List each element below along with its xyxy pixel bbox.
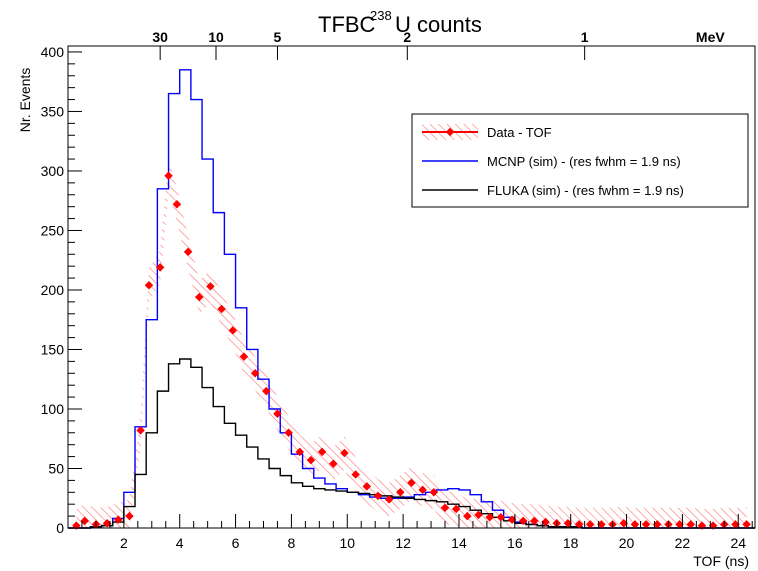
top-tick-label: 1 — [581, 29, 589, 45]
data-point — [217, 304, 226, 314]
x-tick-label: 2 — [120, 535, 128, 551]
data-point — [340, 448, 349, 458]
data-point — [172, 200, 182, 209]
legend-data-marker-icon — [445, 127, 455, 137]
data-point — [463, 511, 472, 521]
data-point — [407, 478, 416, 488]
y-tick-label: 250 — [41, 222, 65, 238]
data-point — [155, 263, 165, 272]
x-axis-title: TOF (ns) — [693, 553, 749, 569]
data-point — [574, 520, 584, 529]
y-tick-label: 150 — [41, 341, 65, 357]
data-point — [250, 369, 260, 378]
data-point — [429, 488, 439, 497]
fluka-step-line — [68, 358, 755, 529]
data-point — [474, 510, 483, 520]
top-tick-label: 5 — [274, 29, 282, 45]
data-point — [351, 470, 360, 479]
data-point — [641, 520, 651, 529]
legend-entry-mcnp: MCNP (sim) - (res fwhm = 1.9 ns) — [487, 154, 681, 169]
x-tick-label: 10 — [339, 535, 355, 551]
x-tick-label: 8 — [288, 535, 296, 551]
data-point — [507, 515, 517, 524]
x-tick-label: 4 — [176, 535, 184, 551]
data-point — [306, 455, 316, 465]
data-point — [239, 352, 249, 361]
top-tick-label: 30 — [152, 29, 168, 45]
legend-entry-fluka: FLUKA (sim) - (res fwhm = 1.9 ns) — [487, 183, 684, 198]
x-tick-label: 24 — [730, 535, 746, 551]
data-point — [228, 326, 238, 335]
data-point — [362, 482, 372, 491]
data-point — [585, 520, 595, 529]
data-point — [136, 426, 145, 435]
data-point — [686, 520, 696, 529]
title-prefix: TFBC — [318, 12, 382, 37]
data-point — [295, 447, 305, 457]
x-tick-label: 22 — [675, 535, 691, 551]
plot-frame — [67, 45, 756, 529]
title-suffix: U counts — [395, 12, 482, 37]
data-point — [731, 520, 740, 529]
data-point — [144, 280, 154, 290]
x-tick-label: 12 — [395, 535, 411, 551]
data-point — [530, 516, 539, 526]
chart-title: TFBC 238 U counts — [318, 8, 482, 37]
top-tick-label: 10 — [208, 29, 224, 45]
top-tick-label: MeV — [696, 29, 725, 45]
data-point — [742, 520, 751, 529]
title-superscript: 238 — [370, 8, 392, 23]
data-point — [262, 386, 271, 396]
data-point — [630, 520, 640, 529]
data-point — [653, 520, 662, 529]
data-point — [440, 503, 450, 513]
data-point — [675, 520, 684, 529]
data-point — [195, 292, 204, 302]
y-tick-label: 0 — [56, 520, 64, 536]
data-point — [451, 504, 461, 514]
data-point — [541, 517, 550, 527]
x-tick-label: 14 — [451, 535, 467, 551]
data-point — [373, 491, 383, 501]
data-point — [164, 171, 173, 180]
data-point — [384, 495, 394, 504]
data-point — [597, 520, 606, 529]
data-point — [418, 485, 427, 495]
x-tick-label: 16 — [507, 535, 523, 551]
legend-entry-data: Data - TOF — [487, 125, 552, 140]
x-tick-label: 20 — [619, 535, 635, 551]
data-point — [518, 516, 528, 526]
data-point — [206, 282, 215, 291]
y-tick-label: 350 — [41, 103, 65, 119]
y-tick-label: 50 — [48, 460, 64, 476]
data-point — [619, 518, 628, 528]
data-point — [273, 409, 282, 418]
data-error-band — [76, 159, 747, 529]
y-tick-label: 400 — [41, 44, 65, 60]
x-tick-label: 6 — [232, 535, 240, 551]
x-tick-label: 18 — [563, 535, 579, 551]
data-point — [563, 518, 573, 528]
y-axis-title: Nr. Events — [17, 68, 33, 133]
data-point — [396, 488, 405, 497]
data-point — [485, 513, 494, 522]
data-point — [317, 447, 327, 457]
y-tick-label: 100 — [41, 401, 65, 417]
data-point — [284, 428, 293, 438]
top-tick-label: 2 — [403, 29, 411, 45]
data-point — [329, 459, 338, 468]
legend: Data - TOF MCNP (sim) - (res fwhm = 1.9 … — [411, 113, 749, 208]
data-point — [496, 513, 506, 522]
data-point — [183, 247, 193, 257]
y-tick-label: 300 — [41, 163, 65, 179]
y-tick-label: 200 — [41, 282, 65, 298]
